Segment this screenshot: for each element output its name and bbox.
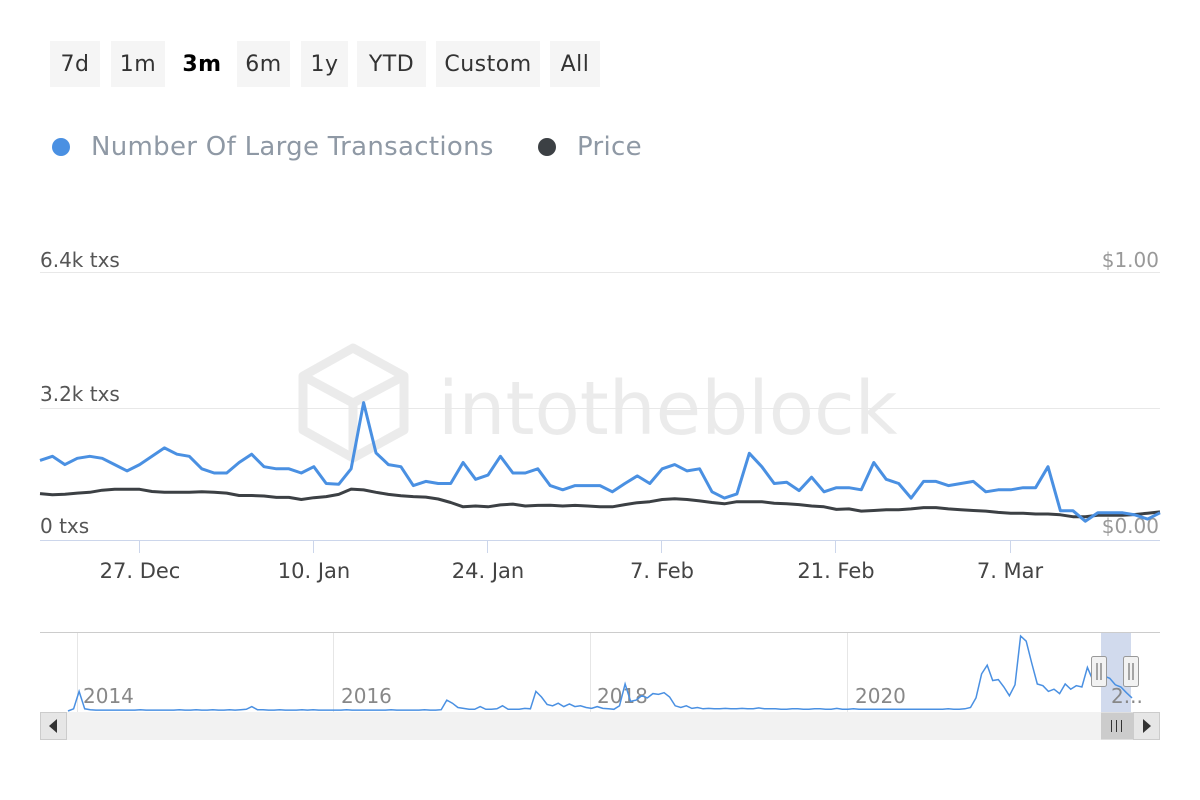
- x-tick-label: 7. Mar: [977, 559, 1044, 583]
- series-line-price[interactable]: [39, 487, 1161, 519]
- x-tick-label: 21. Feb: [797, 559, 874, 583]
- x-axis: 27. Dec 10. Jan 24. Jan 7. Feb 21. Feb 7…: [100, 541, 1044, 583]
- range-button-6m[interactable]: 6m: [237, 41, 290, 87]
- series-line-large-transactions[interactable]: [39, 401, 1161, 523]
- navigator-handle-left[interactable]: [1091, 656, 1107, 687]
- legend-marker-large-transactions: [52, 138, 70, 156]
- range-button-1y[interactable]: 1y: [301, 41, 348, 87]
- x-tick-label: 24. Jan: [452, 559, 524, 583]
- navigator-series-line: [67, 634, 1133, 712]
- legend-item-price[interactable]: Price: [538, 132, 642, 162]
- range-button-custom[interactable]: Custom: [436, 41, 540, 87]
- navigator: 2014 2016 2018 2020 2...: [40, 632, 1160, 712]
- range-button-all[interactable]: All: [550, 41, 600, 87]
- watermark-logo-icon: [298, 343, 409, 463]
- legend-label-price: Price: [577, 132, 642, 162]
- y-right-tick-label-top: $1.00: [1102, 248, 1159, 272]
- navigator-year-label: 2...: [1111, 684, 1143, 708]
- x-tick-label: 27. Dec: [100, 559, 181, 583]
- range-button-ytd[interactable]: YTD: [357, 41, 426, 87]
- y-left-tick-label-top: 6.4k txs: [40, 248, 120, 272]
- scroll-left-arrow-icon: [49, 719, 57, 733]
- navigator-year-label: 2020: [855, 684, 906, 708]
- navigator-year-label: 2014: [83, 684, 134, 708]
- legend-marker-price: [538, 138, 556, 156]
- legend-item-large-transactions[interactable]: Number Of Large Transactions: [52, 132, 494, 162]
- x-tick-label: 7. Feb: [630, 559, 694, 583]
- navigator-year-label: 2016: [341, 684, 392, 708]
- range-button-1m[interactable]: 1m: [111, 41, 165, 87]
- grid: [40, 272, 1160, 541]
- range-button-7d[interactable]: 7d: [50, 41, 100, 87]
- y-left-tick-label-mid: 3.2k txs: [40, 382, 120, 406]
- legend-label-large-transactions: Number Of Large Transactions: [91, 132, 494, 162]
- navigator-handle-right[interactable]: [1123, 656, 1139, 687]
- scroll-right-arrow-icon: [1143, 719, 1151, 733]
- y-left-tick-label-zero: 0 txs: [40, 514, 89, 538]
- scrollbar-track[interactable]: [40, 712, 1160, 740]
- scrollbar: [40, 712, 1160, 740]
- x-tick-label: 10. Jan: [278, 559, 350, 583]
- range-button-3m[interactable]: 3m: [175, 41, 229, 87]
